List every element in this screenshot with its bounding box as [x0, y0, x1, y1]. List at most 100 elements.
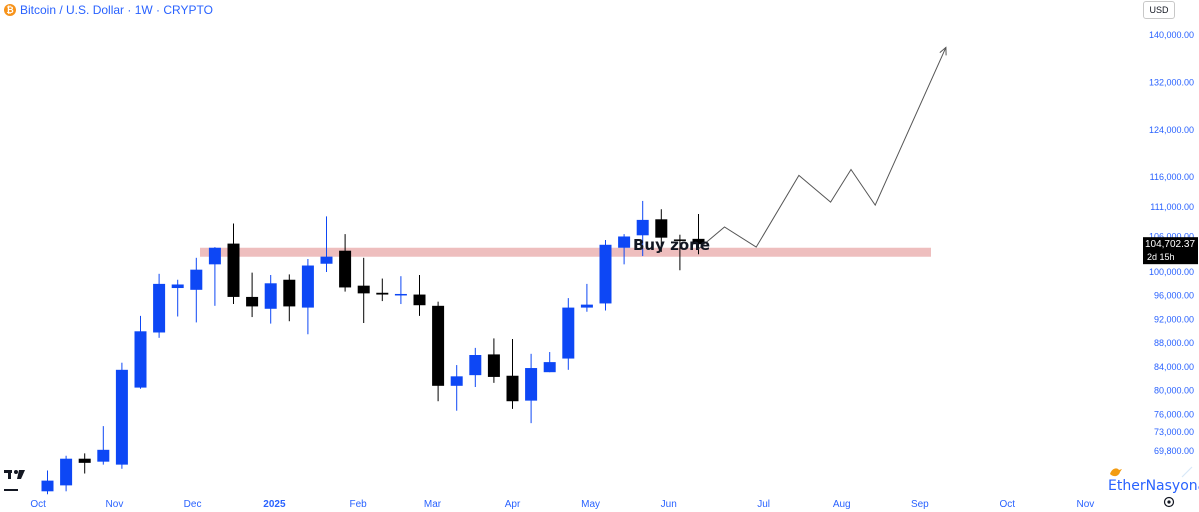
candle-body	[339, 250, 352, 288]
watermark: EtherNasyonaL	[1108, 464, 1199, 496]
candle	[339, 234, 352, 292]
candle	[432, 301, 445, 402]
y-tick-label: 96,000.00	[1154, 291, 1194, 301]
candle-body	[208, 247, 221, 265]
candle-body	[636, 219, 649, 236]
last-price-tag	[1143, 237, 1198, 265]
candle-body	[283, 279, 296, 307]
candle	[246, 272, 259, 318]
x-tick-label: Sep	[911, 499, 929, 510]
candle-body	[487, 354, 500, 377]
currency-button[interactable]: USD	[1143, 1, 1175, 19]
candle	[97, 426, 110, 465]
candle-body	[190, 269, 203, 290]
candle-body	[134, 331, 147, 388]
tradingview-logo-icon[interactable]	[4, 466, 26, 494]
candle-body	[580, 304, 593, 308]
candle	[60, 455, 73, 492]
x-tick-label: Oct	[999, 499, 1015, 510]
candle	[618, 234, 631, 265]
y-tick-label: 111,000.00	[1150, 202, 1194, 212]
candle-body	[301, 265, 314, 308]
candle	[394, 276, 407, 305]
candle-body	[618, 236, 631, 248]
candle	[655, 209, 668, 252]
bar-countdown: 2d 15h	[1147, 252, 1175, 262]
candle	[301, 259, 314, 335]
last-price-value: 104,702.37	[1145, 239, 1195, 250]
y-tick-label: 106,000.00	[1149, 231, 1194, 241]
candle-body	[673, 239, 686, 241]
projection-arrowhead	[939, 46, 947, 56]
candle-body	[525, 368, 538, 401]
candle	[171, 279, 184, 317]
x-tick-label: Jul	[757, 499, 770, 510]
candle-body	[655, 219, 668, 238]
candle	[78, 453, 91, 474]
candle-body	[394, 293, 407, 296]
candle	[357, 257, 370, 323]
candle	[487, 338, 500, 383]
y-tick-label: 73,000.00	[1154, 427, 1194, 437]
buy-zone-band	[200, 247, 931, 257]
x-tick-label: 2025	[263, 499, 286, 510]
y-tick-label: 140,000.00	[1149, 30, 1194, 40]
candle	[227, 223, 240, 305]
candle	[673, 234, 686, 271]
x-tick-label: Nov	[1076, 499, 1094, 510]
candle-body	[469, 355, 482, 376]
y-tick-label: 92,000.00	[1154, 314, 1194, 324]
y-tick-label: 124,000.00	[1149, 125, 1194, 135]
candle	[636, 200, 649, 257]
candle-body	[432, 305, 445, 386]
candle-body	[41, 480, 54, 492]
symbol-title: Bitcoin / U.S. Dollar · 1W · CRYPTO	[20, 3, 213, 17]
x-tick-label: Oct	[30, 499, 46, 510]
x-tick-label: Feb	[350, 499, 368, 510]
x-tick-label: Apr	[505, 499, 521, 510]
candle-body	[60, 458, 73, 486]
y-tick-label: 84,000.00	[1154, 362, 1194, 372]
symbol-header[interactable]: ₿ Bitcoin / U.S. Dollar · 1W · CRYPTO	[4, 2, 213, 18]
candle	[543, 352, 556, 373]
candle	[190, 257, 203, 323]
y-tick-label: 116,000.00	[1150, 172, 1194, 182]
candle	[264, 275, 277, 324]
y-tick-label: 88,000.00	[1154, 338, 1194, 348]
x-tick-label: Jun	[661, 499, 677, 510]
y-tick-label: 80,000.00	[1154, 386, 1194, 396]
candle	[580, 283, 593, 312]
x-tick-label: Nov	[106, 499, 124, 510]
candle-body	[450, 376, 463, 386]
candle-body	[227, 243, 240, 297]
candle-body	[376, 292, 389, 295]
candle	[692, 213, 705, 255]
candle	[562, 298, 575, 370]
candle	[376, 278, 389, 302]
candle-body	[115, 369, 128, 465]
x-tick-label: Dec	[184, 499, 202, 510]
candle	[153, 273, 166, 338]
y-tick-label: 69,800.00	[1154, 446, 1194, 456]
candle	[599, 240, 612, 311]
candle	[450, 365, 463, 411]
candle	[320, 216, 333, 273]
y-tick-label: 100,000.00	[1149, 267, 1194, 277]
bitcoin-icon: ₿	[4, 4, 16, 16]
candle	[525, 353, 538, 424]
candle-body	[692, 238, 705, 245]
candle-body	[171, 284, 184, 289]
candle-body	[153, 283, 166, 333]
x-tick-label: Mar	[424, 499, 442, 510]
candle-body	[562, 307, 575, 359]
settings-gear-icon[interactable]	[1163, 496, 1175, 508]
candle-body	[264, 283, 277, 309]
watermark-text: EtherNasyonaL	[1108, 478, 1199, 494]
candle	[208, 247, 221, 306]
x-tick-label: Aug	[833, 499, 851, 510]
candle-body	[543, 362, 556, 373]
candle	[506, 339, 519, 409]
buy-zone-label: Buy zone	[633, 236, 710, 254]
candle-body	[78, 458, 91, 463]
